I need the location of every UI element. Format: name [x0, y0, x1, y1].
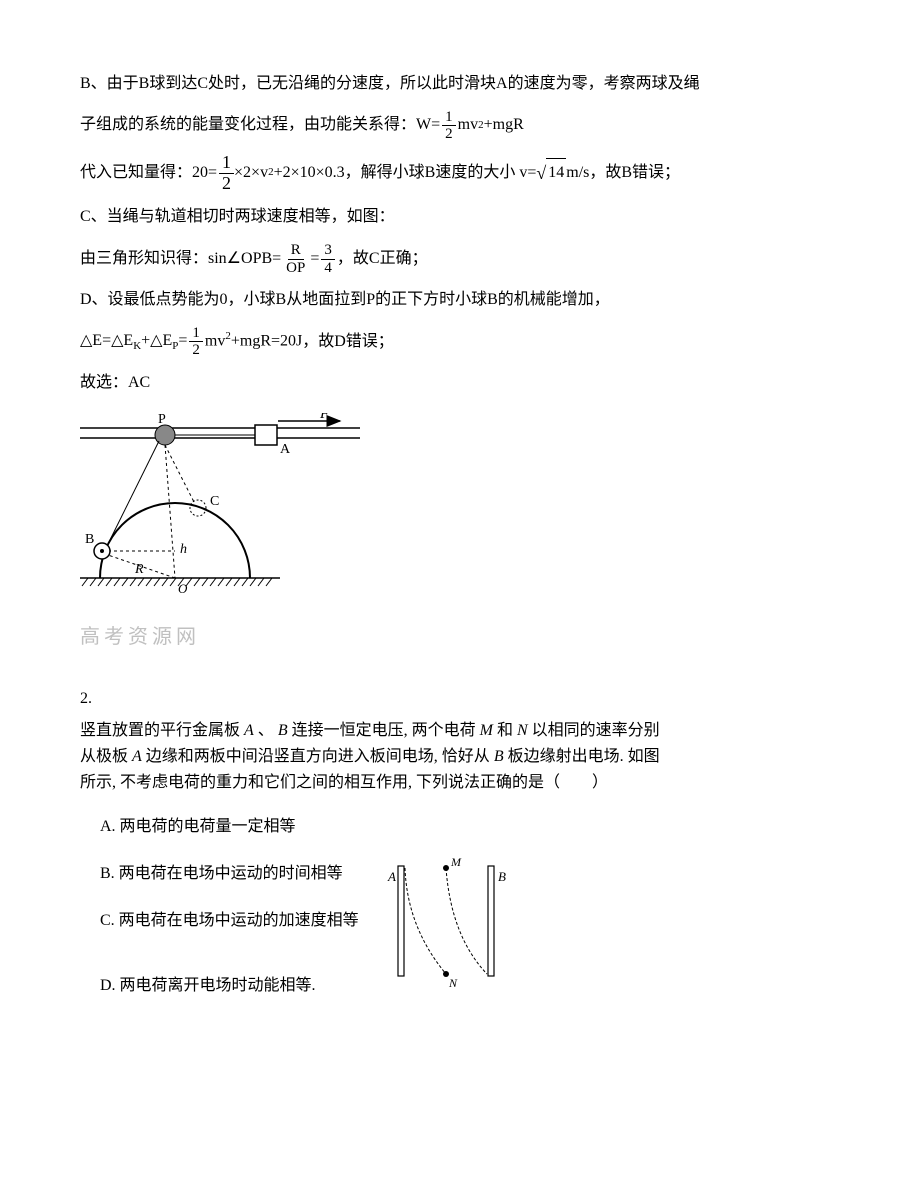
- var-B: B: [278, 722, 288, 739]
- solution-c-line2: 由三角形知识得：sin∠OPB= R OP = 3 4 ，故C正确；: [80, 242, 840, 276]
- var-N: N: [517, 722, 528, 739]
- var-M: M: [480, 722, 493, 739]
- svg-text:A: A: [387, 869, 396, 884]
- var-A: A: [132, 748, 142, 765]
- t: 、: [258, 722, 274, 739]
- denominator: 2: [442, 126, 456, 143]
- text: +2×10×0.3，解得小球B速度的大小 v=: [274, 159, 537, 188]
- solution-answer: 故选：AC: [80, 369, 840, 398]
- q2-stem: 竖直放置的平行金属板 A 、 B 连接一恒定电压, 两个电荷 M 和 N 以相同…: [80, 718, 840, 795]
- q2-option-d: D. 两电荷离开电场时动能相等.: [100, 972, 316, 1001]
- t: 以相同的速率分别: [532, 722, 660, 739]
- text: 子组成的系统的能量变化过程，由功能关系得：W=: [80, 111, 440, 140]
- t: 所示, 不考虑电荷的重力和它们之间的相互作用, 下列说法正确的是（ ）: [80, 774, 608, 791]
- radicand: 14: [546, 158, 566, 188]
- numerator: 1: [442, 109, 456, 127]
- sub: K: [133, 340, 141, 352]
- var-A: A: [244, 722, 254, 739]
- fraction: 1 2: [189, 325, 203, 359]
- text: 由三角形知识得：sin∠OPB=: [80, 245, 281, 274]
- solution-d-line2: △E=△EK+△EP= 1 2 mv2+mgR=20J ，故D错误；: [80, 325, 840, 359]
- text: ×2×v: [234, 159, 268, 188]
- denominator: 2: [219, 174, 234, 194]
- q2-option-a: A. 两电荷的电荷量一定相等: [100, 813, 840, 842]
- svg-text:A: A: [280, 442, 291, 457]
- svg-text:C: C: [210, 494, 219, 509]
- fraction: R OP: [283, 242, 308, 276]
- diagram-capacitor: A B M N: [376, 851, 516, 1002]
- fraction: 3 4: [321, 242, 335, 276]
- t: 竖直放置的平行金属板: [80, 722, 240, 739]
- solution-c-line1: C、当绳与轨道相切时两球速度相等，如图：: [80, 203, 840, 232]
- numerator: 3: [321, 242, 335, 260]
- t: E: [123, 332, 133, 349]
- t: △E=△: [80, 332, 123, 349]
- t: E: [162, 332, 172, 349]
- n: 1: [222, 152, 231, 172]
- diagram-pulley-system: PAFBCORh: [80, 413, 840, 614]
- q2-number: 2.: [80, 685, 840, 714]
- solution-b-line1: B、由于B球到达C处时，已无沿绳的分速度，所以此时滑块A的速度为零，考察两球及绳: [80, 70, 840, 99]
- svg-text:M: M: [450, 855, 462, 869]
- text: =: [310, 245, 319, 274]
- var-B: B: [494, 748, 504, 765]
- svg-text:B: B: [85, 532, 94, 547]
- svg-text:F: F: [319, 413, 330, 422]
- numerator: 1: [189, 325, 203, 343]
- watermark: 高考资源网: [80, 619, 840, 655]
- t: mv: [205, 333, 225, 350]
- denominator: 2: [189, 342, 203, 359]
- svg-text:N: N: [448, 976, 458, 990]
- text: mv: [458, 111, 478, 140]
- q2-options: A. 两电荷的电荷量一定相等 B. 两电荷在电场中运动的时间相等 C. 两电荷在…: [80, 813, 840, 1018]
- t: 和: [497, 722, 517, 739]
- denominator: 4: [321, 260, 335, 277]
- t: +△: [141, 332, 162, 349]
- solution-sub-line: 代入已知量得：20= 1 2 ×2×v2 +2×10×0.3，解得小球B速度的大…: [80, 153, 840, 194]
- numerator: R: [288, 242, 304, 260]
- text: 代入已知量得：20=: [80, 159, 217, 188]
- svg-text:B: B: [498, 869, 506, 884]
- t: 边缘和两板中间沿竖直方向进入板间电场, 恰好从: [146, 748, 494, 765]
- t: =: [178, 332, 187, 349]
- t: 从极板: [80, 748, 128, 765]
- text: ，故D错误；: [302, 328, 394, 357]
- sqrt: 14: [536, 157, 566, 189]
- t: 连接一恒定电压, 两个电荷: [292, 722, 480, 739]
- delta-e: △E=△EK+△EP=: [80, 327, 187, 357]
- fraction-half: 1 2: [442, 109, 456, 143]
- diagram2-svg: A B M N: [376, 851, 516, 991]
- t: 板边缘射出电场. 如图: [508, 748, 660, 765]
- solution-d-line1: D、设最低点势能为0，小球B从地面拉到P的正下方时小球B的机械能增加，: [80, 286, 840, 315]
- diagram1-svg: PAFBCORh: [80, 413, 360, 603]
- text: +mgR: [484, 111, 524, 140]
- t: +mgR=20J: [231, 333, 302, 350]
- solution-b-line2: 子组成的系统的能量变化过程，由功能关系得：W= 1 2 mv2 +mgR: [80, 109, 840, 143]
- text: ，故C正确；: [337, 245, 428, 274]
- fraction: 1 2: [219, 153, 234, 194]
- text: mv2+mgR=20J: [205, 327, 302, 356]
- svg-text:h: h: [180, 542, 187, 557]
- text: m/s，故B错误；: [566, 159, 680, 188]
- numerator: 1: [219, 153, 234, 174]
- denominator: OP: [283, 260, 308, 277]
- svg-text:R: R: [134, 562, 144, 577]
- svg-text:P: P: [158, 413, 166, 427]
